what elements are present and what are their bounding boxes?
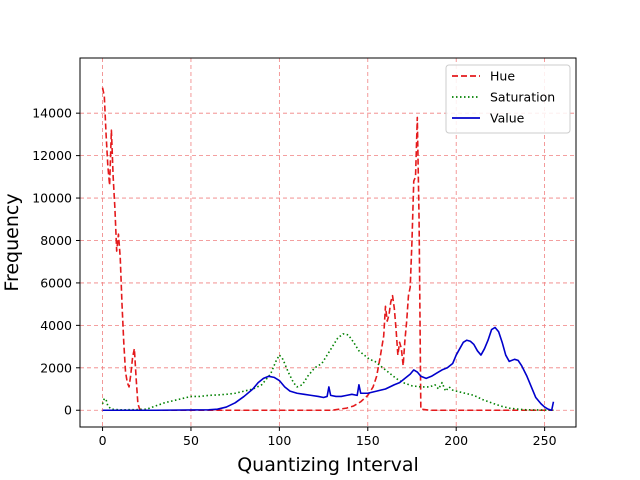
series-line-value bbox=[102, 326, 555, 412]
x-axis-label: Quantizing Interval bbox=[237, 454, 419, 476]
x-tick-label: 0 bbox=[99, 433, 107, 448]
legend: Hue Saturation Value bbox=[445, 64, 571, 134]
y-tick-label: 2000 bbox=[40, 360, 72, 375]
y-tick-label: 14000 bbox=[32, 106, 72, 121]
y-tick-label: 6000 bbox=[40, 275, 72, 290]
legend-label: Value bbox=[490, 111, 525, 126]
y-tick-label: 4000 bbox=[40, 318, 72, 333]
y-tick-label: 12000 bbox=[32, 148, 72, 163]
y-tick-label: 10000 bbox=[32, 191, 72, 206]
series-line-saturation bbox=[101, 333, 554, 412]
plot-frame bbox=[79, 57, 577, 428]
x-tick-label: 200 bbox=[444, 433, 468, 448]
legend-label: Hue bbox=[490, 69, 515, 84]
x-tick-label: 250 bbox=[533, 433, 557, 448]
legend-label: Saturation bbox=[490, 90, 555, 105]
y-axis-label: Frequency bbox=[1, 193, 23, 291]
x-tick-label: 50 bbox=[183, 433, 199, 448]
legend-box bbox=[445, 64, 571, 134]
y-tick-label: 8000 bbox=[40, 233, 72, 248]
y-tick-label: 0 bbox=[64, 403, 72, 418]
x-tick-label: 150 bbox=[356, 433, 380, 448]
plot-series bbox=[101, 87, 555, 412]
axis-ticks: 0 50 100 150 200 250 0 2000 4000 6000 8000 10000 120… bbox=[32, 106, 556, 448]
x-tick-label: 100 bbox=[267, 433, 291, 448]
series-line-hue bbox=[101, 87, 554, 412]
